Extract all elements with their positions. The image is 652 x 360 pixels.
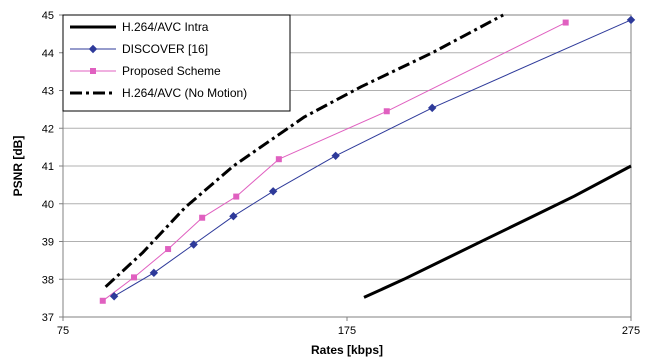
series-2-point — [562, 19, 569, 26]
legend-label-3: H.264/AVC (No Motion) — [122, 86, 247, 100]
series-1-point — [626, 15, 636, 25]
y-axis-title: PSNR [dB] — [11, 136, 25, 197]
series-1-point — [229, 212, 238, 221]
series-2-point — [131, 274, 137, 281]
series-1-point — [109, 292, 119, 301]
legend-marker-1 — [88, 44, 98, 54]
y-tick-label: 45 — [42, 10, 54, 22]
series-2-point — [383, 108, 390, 115]
series-2-point — [275, 156, 282, 163]
series-line-0 — [363, 164, 632, 299]
x-tick-label: 75 — [57, 325, 69, 337]
series-2-point — [199, 214, 206, 221]
y-tick-label: 39 — [42, 237, 54, 249]
x-tick-label: 275 — [622, 325, 640, 337]
legend-label-1: DISCOVER [16] — [122, 42, 208, 56]
y-tick-label: 43 — [42, 86, 54, 98]
series-1-point — [331, 151, 340, 161]
legend-label-2: Proposed Scheme — [122, 64, 221, 78]
y-tick-label: 41 — [42, 161, 54, 173]
series-1-point — [189, 240, 198, 249]
series-line-2 — [102, 22, 566, 302]
legend-marker-2 — [90, 68, 96, 74]
series-2-point — [165, 246, 172, 253]
legend-box — [62, 14, 291, 112]
y-tick-label: 42 — [42, 123, 54, 135]
x-axis-title: Rates [kbps] — [311, 343, 383, 357]
series-1-point — [427, 103, 437, 113]
legend-label-0: H.264/AVC Intra — [122, 20, 209, 34]
y-tick-label: 37 — [42, 312, 54, 324]
series-1-point — [268, 187, 278, 196]
series-line-1 — [113, 19, 632, 297]
series-2-point — [233, 193, 240, 200]
y-axis-ticks: 37 38 39 40 41 42 43 44 45 — [42, 10, 63, 324]
series-1-point — [149, 268, 159, 278]
series-line-3 — [104, 13, 504, 288]
series-2-point — [99, 297, 106, 304]
series-lines — [102, 13, 632, 302]
y-tick-label: 44 — [42, 48, 54, 60]
series-markers — [99, 15, 636, 304]
y-tick-label: 38 — [42, 274, 54, 286]
x-axis-ticks: 75 175 275 — [57, 317, 640, 337]
y-tick-label: 40 — [42, 199, 54, 211]
x-tick-label: 175 — [338, 325, 356, 337]
legend: H.264/AVC Intra DISCOVER [16] Proposed Sch… — [62, 14, 291, 112]
